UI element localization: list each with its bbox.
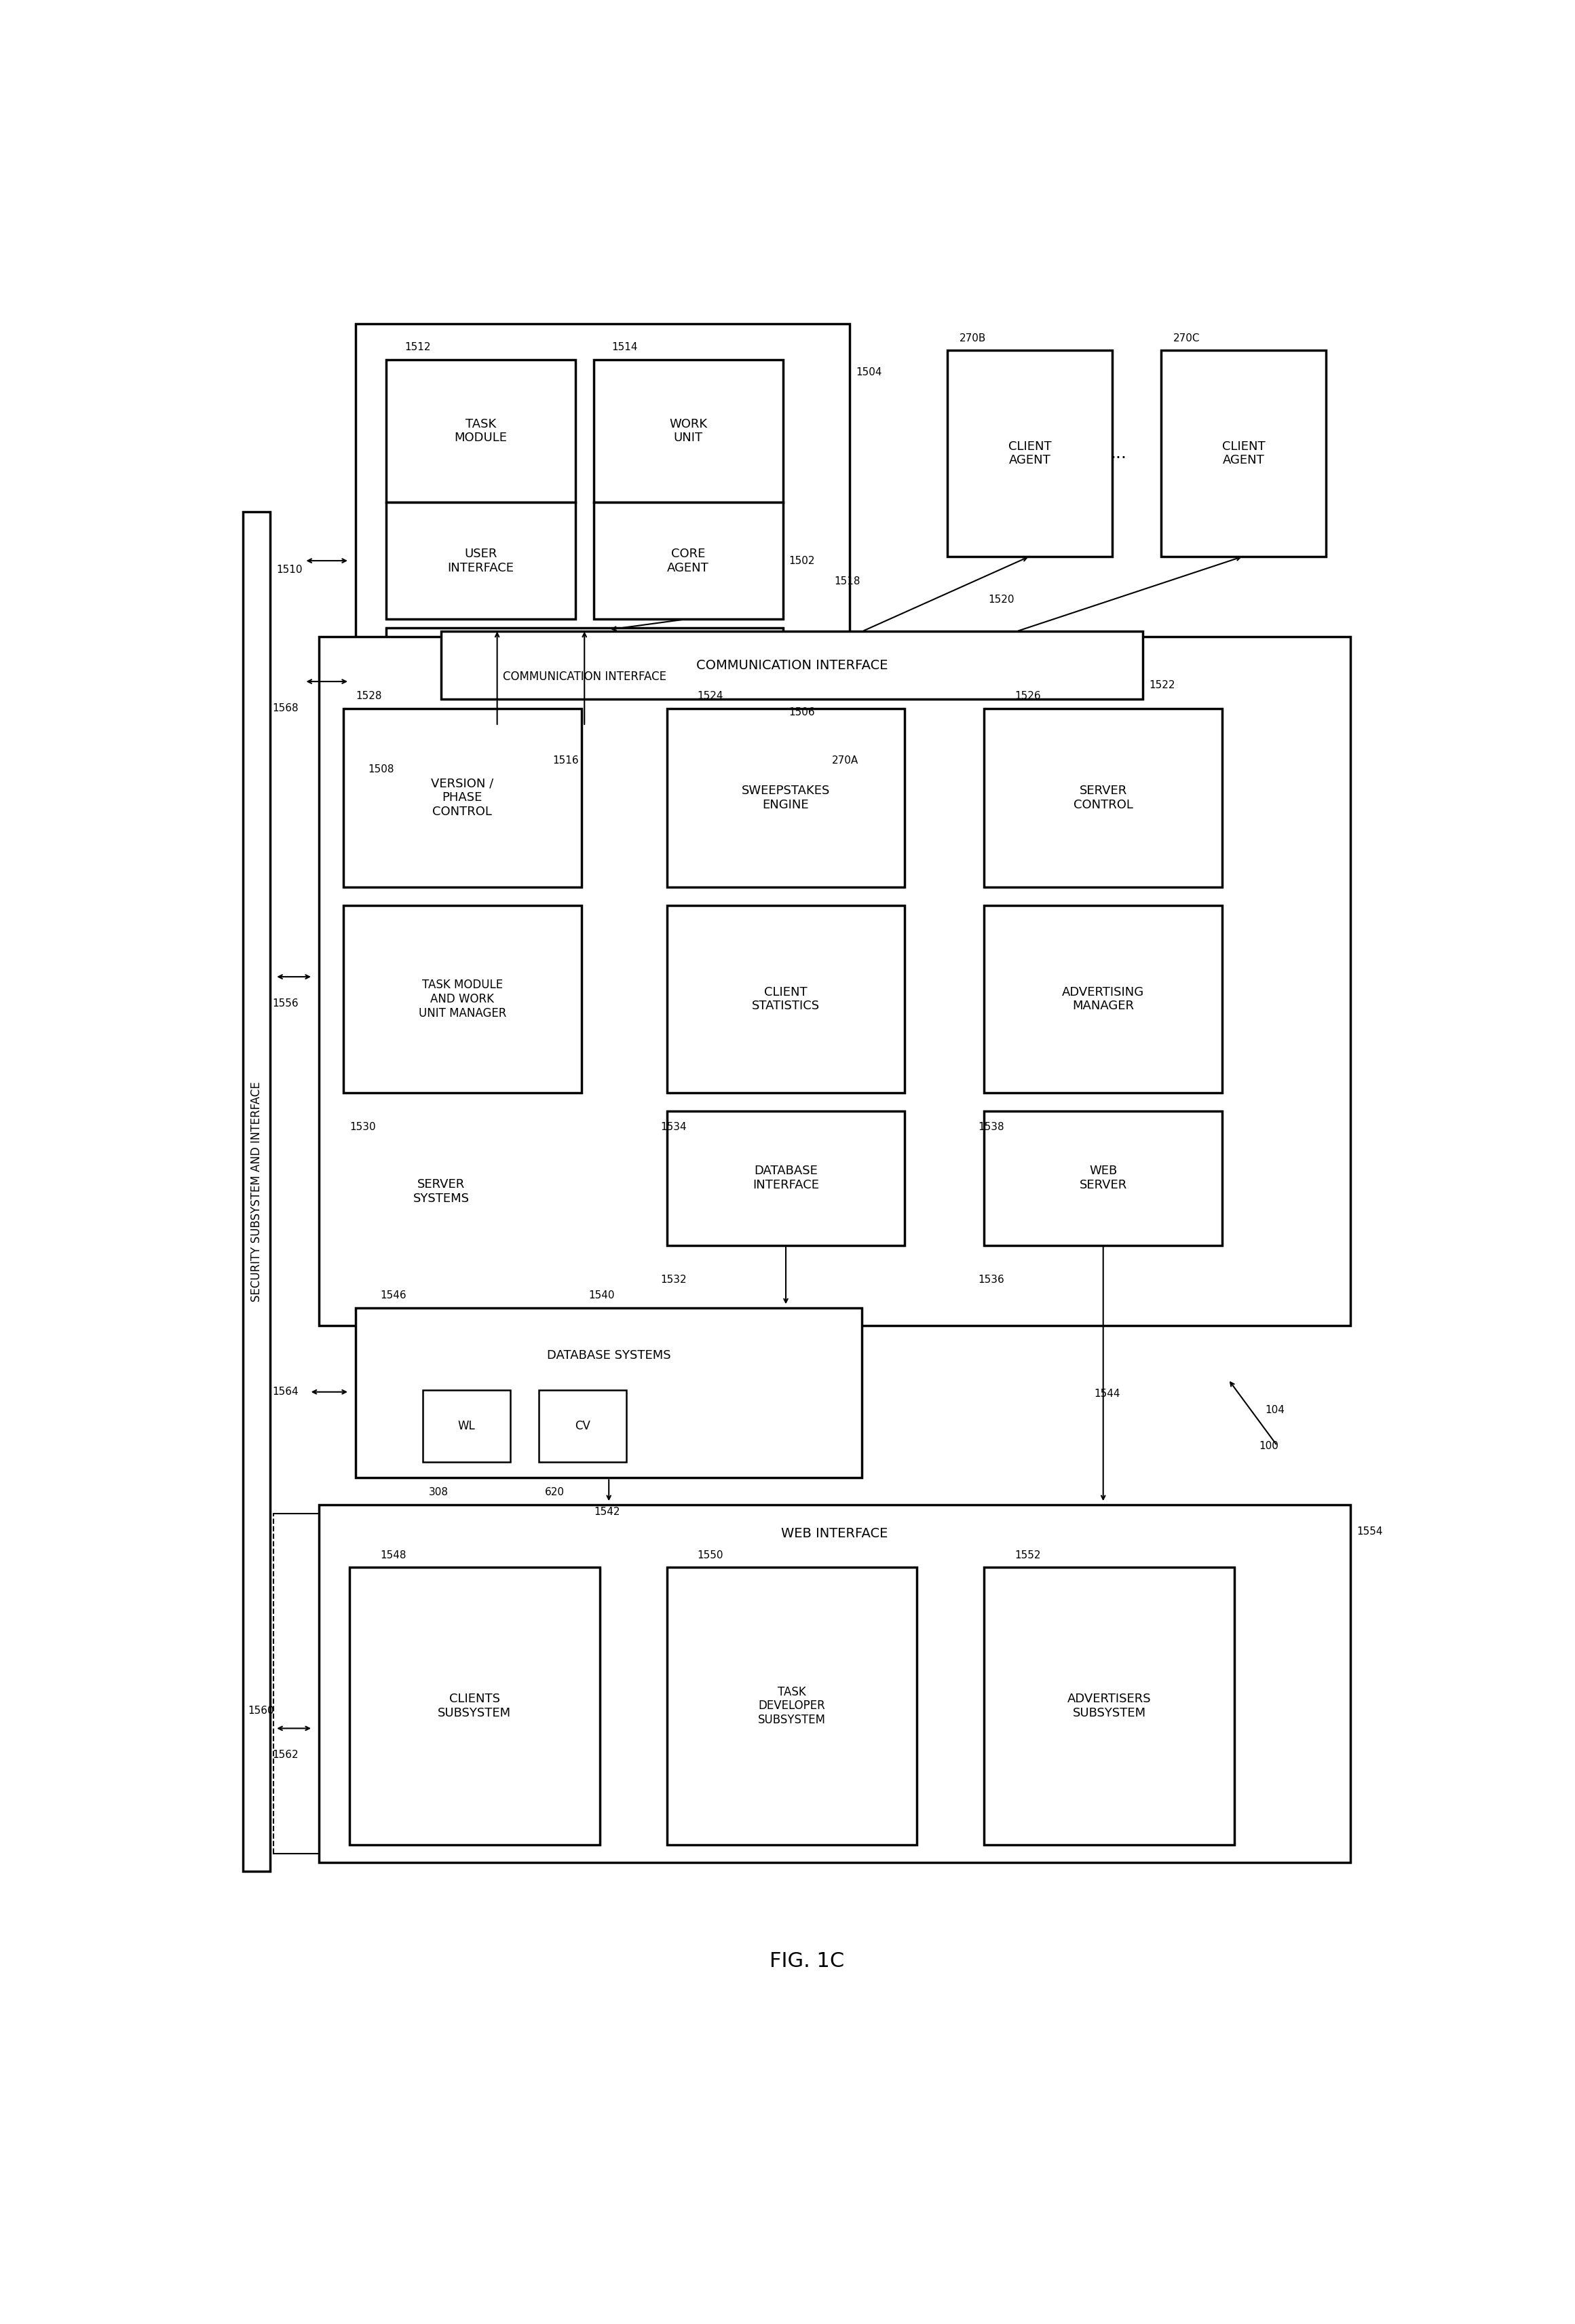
Bar	[343, 709, 581, 888]
Text: 1548: 1548	[380, 1550, 406, 1559]
Bar	[984, 709, 1222, 888]
Text: CLIENT
AGENT: CLIENT AGENT	[1008, 439, 1052, 467]
Bar	[666, 906, 906, 1092]
Bar	[422, 1390, 510, 1462]
Text: 1544: 1544	[1095, 1390, 1120, 1399]
Text: TASK MODULE
AND WORK
UNIT MANAGER: TASK MODULE AND WORK UNIT MANAGER	[419, 978, 506, 1020]
Text: 270B: 270B	[959, 332, 986, 344]
Bar	[666, 709, 906, 888]
Text: 1510: 1510	[276, 565, 302, 574]
Bar	[318, 637, 1350, 1325]
Text: 1564: 1564	[272, 1387, 299, 1397]
Text: 104: 104	[1265, 1406, 1285, 1415]
Text: ADVERTISING
MANAGER: ADVERTISING MANAGER	[1062, 985, 1145, 1013]
Text: 1536: 1536	[978, 1274, 1005, 1285]
Bar	[666, 1111, 906, 1246]
Bar	[594, 502, 783, 618]
Text: 620: 620	[545, 1487, 564, 1497]
Bar	[386, 502, 575, 618]
Text: 1540: 1540	[589, 1290, 614, 1301]
Text: COMMUNICATION INTERFACE: COMMUNICATION INTERFACE	[696, 660, 888, 672]
Text: WL: WL	[458, 1420, 476, 1432]
Text: WEB INTERFACE: WEB INTERFACE	[781, 1527, 888, 1541]
Text: FIG. 1C: FIG. 1C	[770, 1952, 844, 1971]
Bar	[441, 632, 1143, 700]
Text: 1508: 1508	[369, 765, 394, 774]
Text: 1516: 1516	[553, 755, 580, 765]
Text: SECURITY SUBSYSTEM AND INTERFACE: SECURITY SUBSYSTEM AND INTERFACE	[250, 1081, 263, 1301]
Text: 1556: 1556	[272, 999, 299, 1009]
Text: DATABASE SYSTEMS: DATABASE SYSTEMS	[547, 1350, 671, 1362]
Bar	[243, 511, 271, 1871]
Text: CLIENT
STATISTICS: CLIENT STATISTICS	[751, 985, 821, 1013]
Bar	[356, 1308, 862, 1478]
Text: 1542: 1542	[594, 1506, 621, 1518]
Text: 100: 100	[1258, 1441, 1279, 1450]
Text: CLIENTS
SUBSYSTEM: CLIENTS SUBSYSTEM	[438, 1692, 512, 1720]
Text: TASK
MODULE: TASK MODULE	[454, 418, 507, 444]
Text: USER
INTERFACE: USER INTERFACE	[447, 548, 513, 574]
Text: 1520: 1520	[989, 595, 1014, 604]
Bar	[1161, 351, 1326, 555]
Text: COMMUNICATION INTERFACE: COMMUNICATION INTERFACE	[502, 672, 666, 683]
Bar	[343, 906, 581, 1092]
Text: 1562: 1562	[272, 1750, 299, 1759]
Text: 1534: 1534	[662, 1122, 687, 1132]
Text: 1546: 1546	[380, 1290, 406, 1301]
Text: 1504: 1504	[857, 367, 882, 376]
Bar	[984, 906, 1222, 1092]
Text: WEB
SERVER: WEB SERVER	[1079, 1164, 1128, 1192]
Text: SWEEPSTAKES
ENGINE: SWEEPSTAKES ENGINE	[742, 786, 830, 811]
Bar	[386, 627, 783, 725]
Text: 1532: 1532	[662, 1274, 687, 1285]
Text: 270C: 270C	[1173, 332, 1200, 344]
Text: VERSION /
PHASE
CONTROL: VERSION / PHASE CONTROL	[432, 779, 493, 818]
Bar	[948, 351, 1112, 555]
Text: 1552: 1552	[1014, 1550, 1041, 1559]
Text: 1554: 1554	[1356, 1527, 1383, 1536]
Bar	[666, 1566, 917, 1845]
Text: 1514: 1514	[611, 342, 638, 353]
Text: 1550: 1550	[698, 1550, 723, 1559]
Text: TASK
DEVELOPER
SUBSYSTEM: TASK DEVELOPER SUBSYSTEM	[758, 1685, 825, 1727]
Bar	[386, 360, 575, 502]
Text: 1560: 1560	[249, 1706, 274, 1715]
Text: 1530: 1530	[350, 1122, 376, 1132]
Text: CV: CV	[575, 1420, 591, 1432]
Text: 1506: 1506	[789, 706, 816, 718]
Text: 308: 308	[428, 1487, 449, 1497]
Text: CORE
AGENT: CORE AGENT	[668, 548, 709, 574]
Bar	[594, 360, 783, 502]
Text: ...: ...	[1110, 446, 1126, 462]
Text: DATABASE
INTERFACE: DATABASE INTERFACE	[753, 1164, 819, 1192]
Text: 1538: 1538	[978, 1122, 1005, 1132]
Bar	[356, 323, 851, 734]
Text: WORK
UNIT: WORK UNIT	[669, 418, 707, 444]
Text: 1528: 1528	[356, 690, 381, 702]
Text: 1522: 1522	[1148, 681, 1175, 690]
Text: SERVER
SYSTEMS: SERVER SYSTEMS	[413, 1178, 469, 1204]
Text: 270A: 270A	[832, 755, 858, 765]
Text: CLIENT
AGENT: CLIENT AGENT	[1222, 439, 1265, 467]
Bar	[984, 1566, 1235, 1845]
Text: SERVER
CONTROL: SERVER CONTROL	[1074, 786, 1132, 811]
Bar	[318, 1504, 1350, 1862]
Text: 1518: 1518	[835, 576, 860, 586]
Bar	[539, 1390, 627, 1462]
Text: 1568: 1568	[272, 704, 299, 713]
Text: 1502: 1502	[789, 555, 814, 565]
Bar	[984, 1111, 1222, 1246]
Text: ADVERTISERS
SUBSYSTEM: ADVERTISERS SUBSYSTEM	[1068, 1692, 1151, 1720]
Text: 1526: 1526	[1014, 690, 1041, 702]
Text: 1512: 1512	[405, 342, 430, 353]
Text: 1524: 1524	[698, 690, 723, 702]
Bar	[350, 1566, 600, 1845]
